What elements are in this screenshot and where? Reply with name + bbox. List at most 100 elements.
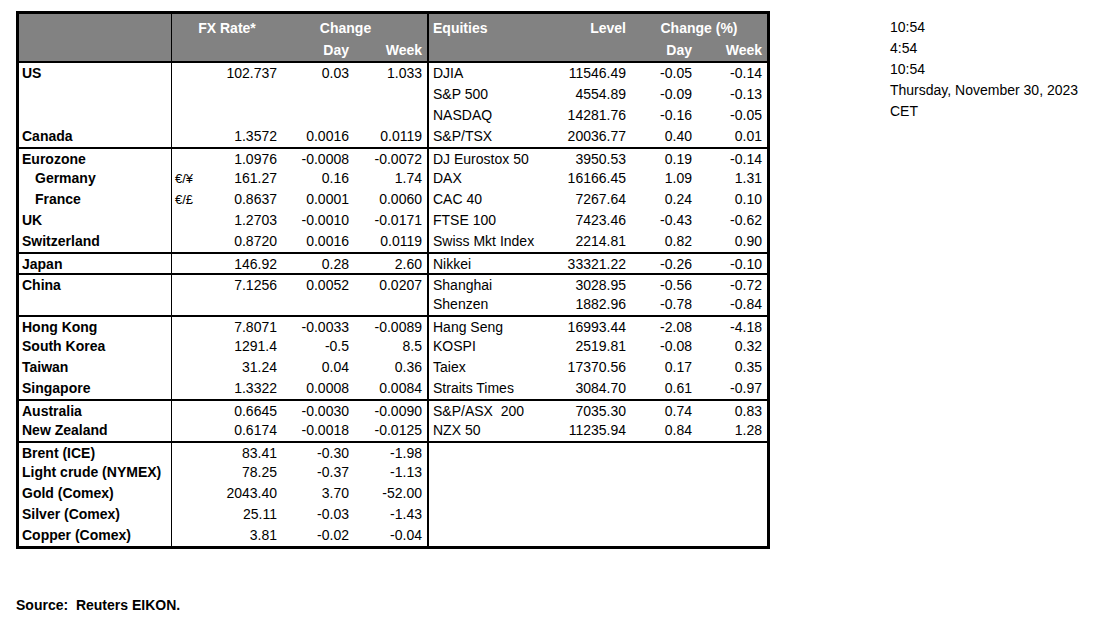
fx-day-cell: 0.0052 [282, 275, 354, 294]
eq-day-cell: 0.74 [631, 401, 697, 420]
pair-cell [172, 504, 202, 525]
table-row: France€/£0.86370.00010.0060CAC 407267.64… [19, 189, 767, 210]
level-cell [539, 443, 631, 462]
pair-cell [172, 63, 202, 84]
fx-rate-cell: 1.3572 [202, 126, 282, 147]
table-row: Switzerland0.87200.00160.0119Swiss Mkt I… [19, 231, 767, 252]
table-row: Australia0.6645-0.0030-0.0090S&P/ASX 200… [19, 399, 767, 420]
table-row: US102.7370.031.033DJIA11546.49-0.05-0.14 [19, 63, 767, 84]
pair-cell [172, 231, 202, 252]
fx-day-cell: 0.0001 [282, 189, 354, 210]
level-header: Level [539, 14, 631, 40]
region-cell: Switzerland [19, 231, 172, 252]
eq-day-cell: -0.26 [631, 254, 697, 273]
equity-cell: Shanghai [427, 275, 539, 294]
fx-rate-cell: 146.92 [202, 254, 282, 273]
fx-rate-header: FX Rate* [172, 14, 282, 40]
fx-week-cell [354, 84, 427, 105]
level-cell: 17370.56 [539, 357, 631, 378]
eq-day-cell: -0.09 [631, 84, 697, 105]
fx-day-cell: -0.5 [282, 336, 354, 357]
fx-week-cell: 1.74 [354, 168, 427, 189]
pair-cell [172, 126, 202, 147]
fx-rate-cell [202, 105, 282, 126]
eq-day-cell: -0.16 [631, 105, 697, 126]
report-page: FX Rate* Change Equities Level Change (%… [0, 0, 1106, 627]
level-cell: 33321.22 [539, 254, 631, 273]
equity-cell: DJIA [427, 63, 539, 84]
eq-week-cell: -4.18 [697, 317, 767, 336]
eq-week-cell: -0.13 [697, 84, 767, 105]
region-cell: Eurozone [19, 149, 172, 168]
eq-day-cell: 0.61 [631, 378, 697, 399]
fx-rate-cell: 83.41 [202, 443, 282, 462]
region-cell: Taiwan [19, 357, 172, 378]
fx-day-cell: -0.0033 [282, 317, 354, 336]
timestamp-tertiary: 10:54 [890, 59, 1078, 80]
header-row-1: FX Rate* Change Equities Level Change (%… [19, 14, 767, 40]
equity-cell: Nikkei [427, 254, 539, 273]
pair-cell [172, 254, 202, 273]
fx-week-cell: -0.0171 [354, 210, 427, 231]
table-row: China7.12560.00520.0207Shanghai3028.95-0… [19, 273, 767, 294]
fx-rate-cell: 0.6174 [202, 420, 282, 441]
pair-cell [172, 105, 202, 126]
fx-week-cell: 8.5 [354, 336, 427, 357]
region-cell: UK [19, 210, 172, 231]
fx-day-cell: 0.04 [282, 357, 354, 378]
fx-week-cell: -0.04 [354, 525, 427, 546]
fx-rate-cell: 2043.40 [202, 483, 282, 504]
level-cell [539, 483, 631, 504]
fx-week-cell: 0.36 [354, 357, 427, 378]
eq-week-cell: -0.10 [697, 254, 767, 273]
region-header-cell [19, 14, 172, 40]
eq-day-cell [631, 443, 697, 462]
fx-rate-cell [202, 84, 282, 105]
table-row: Taiwan31.240.040.36Taiex17370.560.170.35 [19, 357, 767, 378]
eq-week-cell: 1.28 [697, 420, 767, 441]
level-cell: 16993.44 [539, 317, 631, 336]
spacer-cell [427, 40, 539, 61]
level-cell: 11235.94 [539, 420, 631, 441]
fx-week-cell: 0.0119 [354, 126, 427, 147]
fx-rate-cell: 1291.4 [202, 336, 282, 357]
fx-day-cell: -0.30 [282, 443, 354, 462]
eq-day-cell: -0.43 [631, 210, 697, 231]
eq-day-cell [631, 525, 697, 546]
eq-day-cell: -0.56 [631, 275, 697, 294]
eq-week-cell: 0.83 [697, 401, 767, 420]
eq-week-cell: 0.32 [697, 336, 767, 357]
table-row: Singapore1.33220.00080.0084Straits Times… [19, 378, 767, 399]
table-row: Canada1.35720.00160.0119S&P/TSX20036.770… [19, 126, 767, 147]
table-header: FX Rate* Change Equities Level Change (%… [19, 14, 767, 63]
table-row: New Zealand0.6174-0.0018-0.0125NZX 50112… [19, 420, 767, 441]
equity-cell: S&P/ASX 200 [427, 401, 539, 420]
eq-day-cell: -0.05 [631, 63, 697, 84]
level-cell: 1882.96 [539, 294, 631, 315]
fx-day-cell: -0.02 [282, 525, 354, 546]
pair-cell [172, 357, 202, 378]
fx-day-cell [282, 84, 354, 105]
pair-cell [172, 275, 202, 294]
fx-week-cell: 1.033 [354, 63, 427, 84]
pair-cell: €/¥ [172, 168, 202, 189]
fx-week-cell: -0.0072 [354, 149, 427, 168]
fx-week-cell [354, 105, 427, 126]
level-cell: 7423.46 [539, 210, 631, 231]
eq-day-cell [631, 483, 697, 504]
eq-day-cell: -0.78 [631, 294, 697, 315]
level-cell [539, 525, 631, 546]
source-note: Source: Reuters EIKON. [16, 595, 732, 616]
eq-week-cell [697, 504, 767, 525]
region-cell: Brent (ICE) [19, 443, 172, 462]
fx-week-cell: -0.0089 [354, 317, 427, 336]
table-row: Hong Kong7.8071-0.0033-0.0089Hang Seng16… [19, 315, 767, 336]
region-cell: Japan [19, 254, 172, 273]
level-cell: 3028.95 [539, 275, 631, 294]
level-cell: 4554.89 [539, 84, 631, 105]
timezone-label: CET [890, 101, 1078, 122]
fx-day-cell: 0.0008 [282, 378, 354, 399]
eq-week-cell: -0.84 [697, 294, 767, 315]
fx-rate-cell: 102.737 [202, 63, 282, 84]
eq-week-cell: -0.14 [697, 63, 767, 84]
